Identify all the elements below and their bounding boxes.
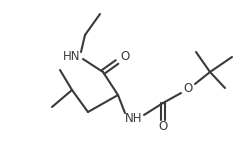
Text: O: O <box>120 51 130 64</box>
Text: NH: NH <box>125 111 143 125</box>
Text: O: O <box>183 82 193 95</box>
Text: HN: HN <box>63 51 81 64</box>
Text: O: O <box>158 120 168 133</box>
